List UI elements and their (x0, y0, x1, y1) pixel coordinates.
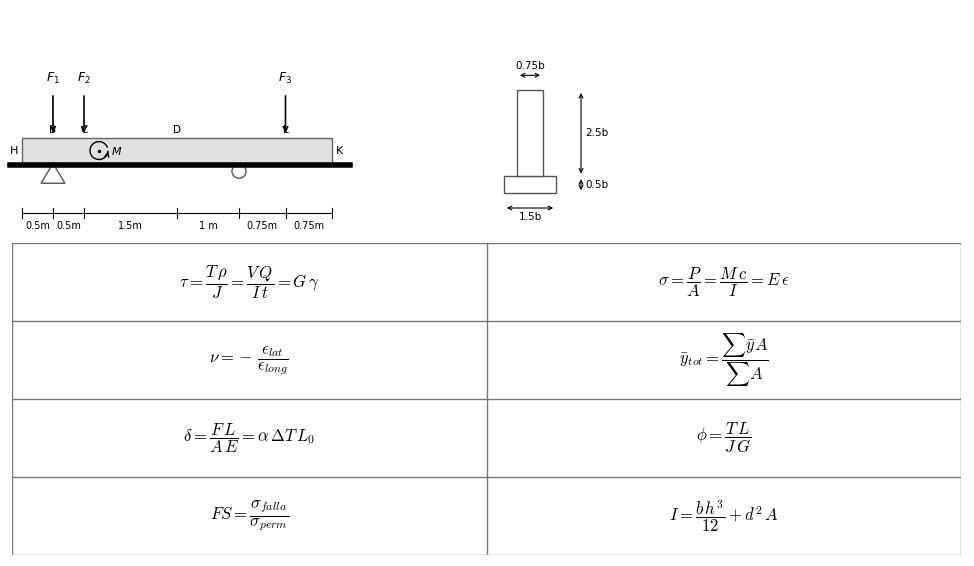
Bar (504, 177, 556, 193)
Text: $\tau = \dfrac{T\,\rho}{J} = \dfrac{V\,Q}{I\,t} = G\,\gamma$: $\tau = \dfrac{T\,\rho}{J} = \dfrac{V\,Q… (179, 264, 319, 301)
Text: $\phi = \dfrac{T\,L}{J\,G}$: $\phi = \dfrac{T\,L}{J\,G}$ (696, 421, 752, 455)
Text: 1.5b: 1.5b (518, 212, 542, 222)
Text: $I = \dfrac{b\,h^3}{12} + d^2\,A$: $I = \dfrac{b\,h^3}{12} + d^2\,A$ (669, 498, 779, 534)
Text: 0.75m: 0.75m (246, 221, 278, 231)
Text: $\nu = -\,\dfrac{\epsilon_{lat}}{\epsilon_{long}}$: $\nu = -\,\dfrac{\epsilon_{lat}}{\epsilo… (209, 344, 289, 376)
Text: $\delta = \dfrac{F\,L}{A\,E} = \alpha\,\Delta T\,L_0$: $\delta = \dfrac{F\,L}{A\,E} = \alpha\,\… (183, 421, 316, 454)
Text: 1 m: 1 m (199, 221, 217, 231)
Text: L: L (282, 125, 288, 135)
Text: $\mathit{F_1}$: $\mathit{F_1}$ (46, 71, 60, 86)
Text: 0.5m: 0.5m (56, 221, 81, 231)
Text: $M$: $M$ (111, 144, 123, 157)
Text: B: B (50, 125, 56, 135)
Text: 0.75m: 0.75m (293, 221, 324, 231)
Text: C: C (80, 125, 88, 135)
Text: 0.5m: 0.5m (25, 221, 50, 231)
Bar (517, 90, 543, 177)
Text: 2.5b: 2.5b (585, 128, 608, 138)
Text: $FS = \dfrac{\sigma_{falla}}{\sigma_{perm}}$: $FS = \dfrac{\sigma_{falla}}{\sigma_{per… (209, 498, 288, 533)
Text: H: H (10, 145, 18, 156)
Text: 0.5b: 0.5b (585, 180, 608, 190)
Text: 0.75b: 0.75b (515, 61, 544, 71)
Text: $\mathit{F_2}$: $\mathit{F_2}$ (77, 71, 91, 86)
Text: 1.5m: 1.5m (118, 221, 143, 231)
Text: D: D (173, 125, 181, 135)
Text: K: K (336, 145, 343, 156)
Text: $\bar{y}_{tot} = \dfrac{\sum \bar{y}A}{\sum A}$: $\bar{y}_{tot} = \dfrac{\sum \bar{y}A}{\… (679, 332, 768, 389)
Bar (22, 138, 332, 164)
Text: $\mathit{F_3}$: $\mathit{F_3}$ (279, 71, 292, 86)
Text: $\sigma = \dfrac{P}{A} = \dfrac{M\,c}{I} = E\,\epsilon$: $\sigma = \dfrac{P}{A} = \dfrac{M\,c}{I}… (658, 265, 790, 299)
